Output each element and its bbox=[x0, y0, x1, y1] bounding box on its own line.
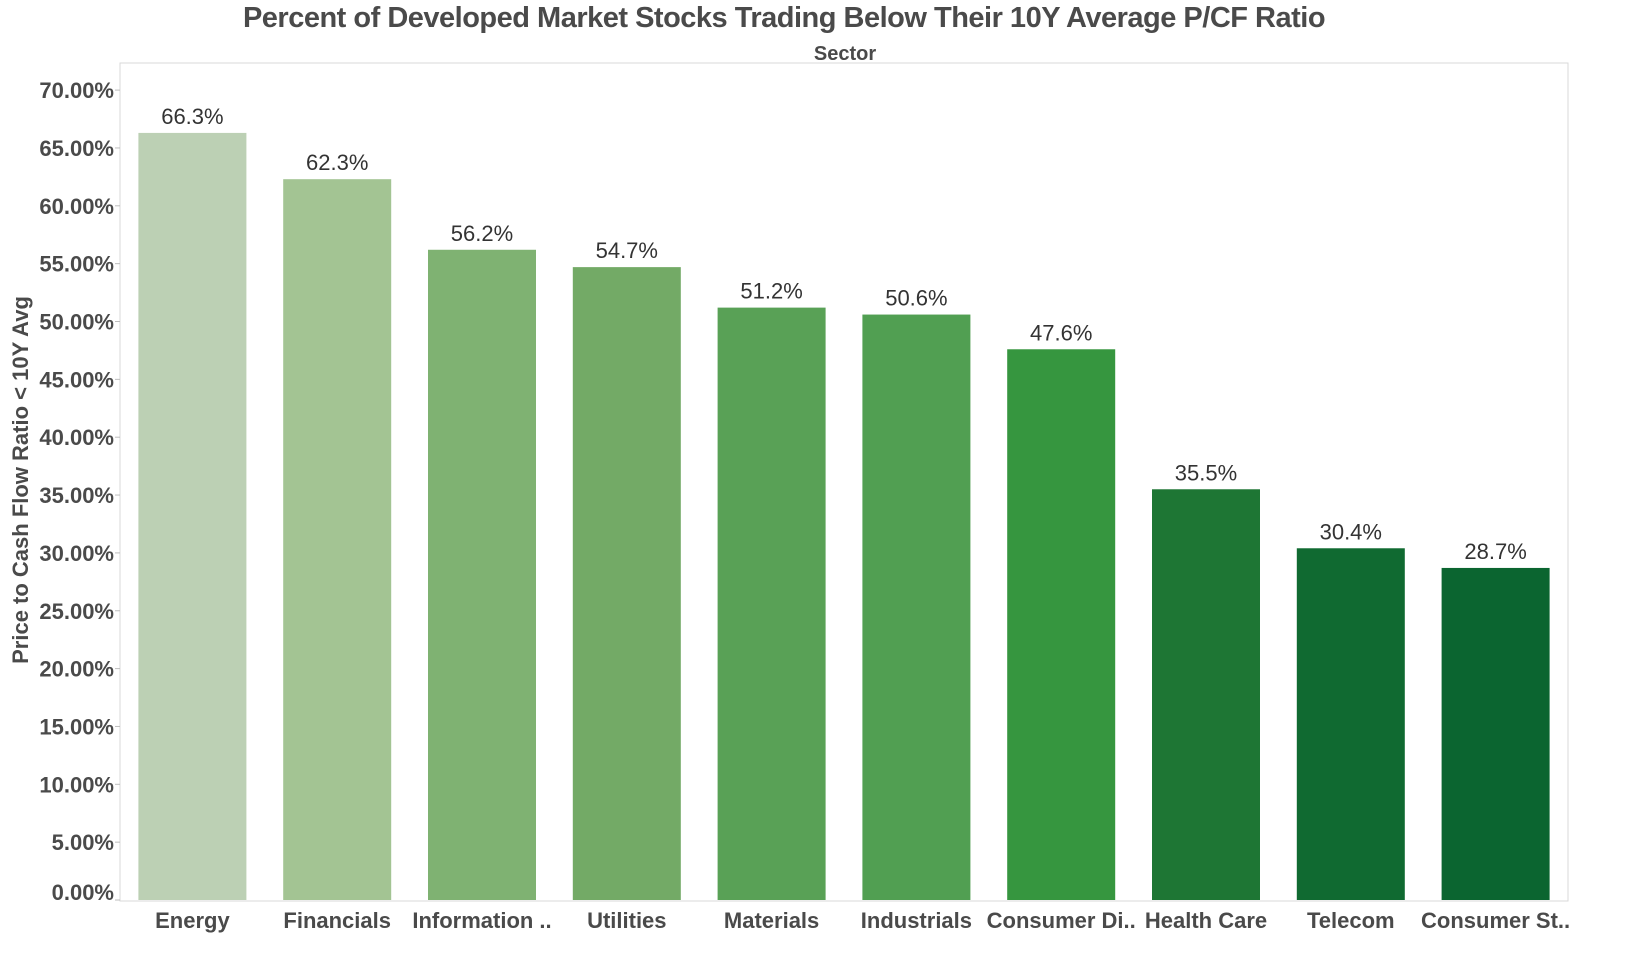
bar-value-label: 51.2% bbox=[740, 279, 802, 304]
x-category-label: Utilities bbox=[587, 908, 666, 933]
y-tick-label: 55.00% bbox=[39, 252, 114, 277]
y-tick-label: 15.00% bbox=[39, 714, 114, 739]
y-tick-label: 70.00% bbox=[39, 78, 114, 103]
bar bbox=[572, 267, 681, 901]
bar bbox=[862, 314, 971, 901]
x-category-label: Materials bbox=[724, 908, 819, 933]
x-category-label: Energy bbox=[155, 908, 230, 933]
plot-frame bbox=[119, 62, 1569, 902]
chart-title: Percent of Developed Market Stocks Tradi… bbox=[242, 2, 1326, 34]
bar-value-label: 66.3% bbox=[161, 104, 223, 129]
bar-value-label: 56.2% bbox=[451, 221, 513, 246]
x-category-label: Consumer St.. bbox=[1421, 908, 1570, 933]
bar bbox=[1152, 489, 1260, 900]
x-category-label: Consumer Di.. bbox=[987, 908, 1136, 933]
y-tick-label: 45.00% bbox=[39, 367, 114, 392]
y-tick-label: 30.00% bbox=[39, 541, 114, 566]
y-tick-label: 60.00% bbox=[39, 194, 114, 219]
y-tick-label: 35.00% bbox=[39, 483, 114, 508]
bar bbox=[138, 132, 247, 900]
x-category-label: Telecom bbox=[1307, 908, 1395, 933]
y-axis-title: Price to Cash Flow Ratio < 10Y Avg bbox=[8, 296, 33, 664]
y-tick-label: 20.00% bbox=[39, 657, 114, 682]
bar-value-label: 30.4% bbox=[1320, 519, 1382, 544]
data-labels: 66.3% 62.3% 56.2% 54.7% 51.2% 50.6% 47.6% 35.5%… bbox=[161, 104, 1527, 564]
x-category-label: Industrials bbox=[861, 908, 972, 933]
bar bbox=[1441, 567, 1550, 900]
bar bbox=[428, 249, 536, 901]
x-axis: Energy Financials Information .. Utilities M… bbox=[155, 908, 1570, 933]
bar-value-label: 54.7% bbox=[596, 238, 658, 263]
y-tick-label: 25.00% bbox=[39, 599, 114, 624]
bar bbox=[1296, 548, 1405, 900]
y-tick-label: 10.00% bbox=[39, 772, 114, 797]
bar-value-label: 47.6% bbox=[1030, 320, 1092, 345]
bar bbox=[717, 307, 826, 901]
x-category-label: Health Care bbox=[1145, 908, 1267, 933]
y-axis: 0.00% 5.00% 10.00% 15.00% 20.00% 25.00% 30.00%… bbox=[39, 78, 120, 905]
bars bbox=[138, 132, 1550, 901]
y-tick-label: 0.00% bbox=[52, 880, 114, 905]
bar-value-label: 62.3% bbox=[306, 150, 368, 175]
bar-value-label: 28.7% bbox=[1464, 539, 1526, 564]
y-tick-label: 65.00% bbox=[39, 136, 114, 161]
bar bbox=[1007, 349, 1116, 900]
chart-subtitle: Sector bbox=[813, 43, 877, 65]
y-tick-label: 40.00% bbox=[39, 425, 114, 450]
bar-value-label: 50.6% bbox=[885, 286, 947, 311]
bar-value-label: 35.5% bbox=[1175, 460, 1237, 485]
y-tick-label: 5.00% bbox=[52, 830, 114, 855]
x-category-label: Financials bbox=[283, 908, 391, 933]
bar bbox=[283, 179, 392, 901]
y-tick-label: 50.00% bbox=[39, 310, 114, 335]
x-category-label: Information .. bbox=[412, 908, 551, 933]
